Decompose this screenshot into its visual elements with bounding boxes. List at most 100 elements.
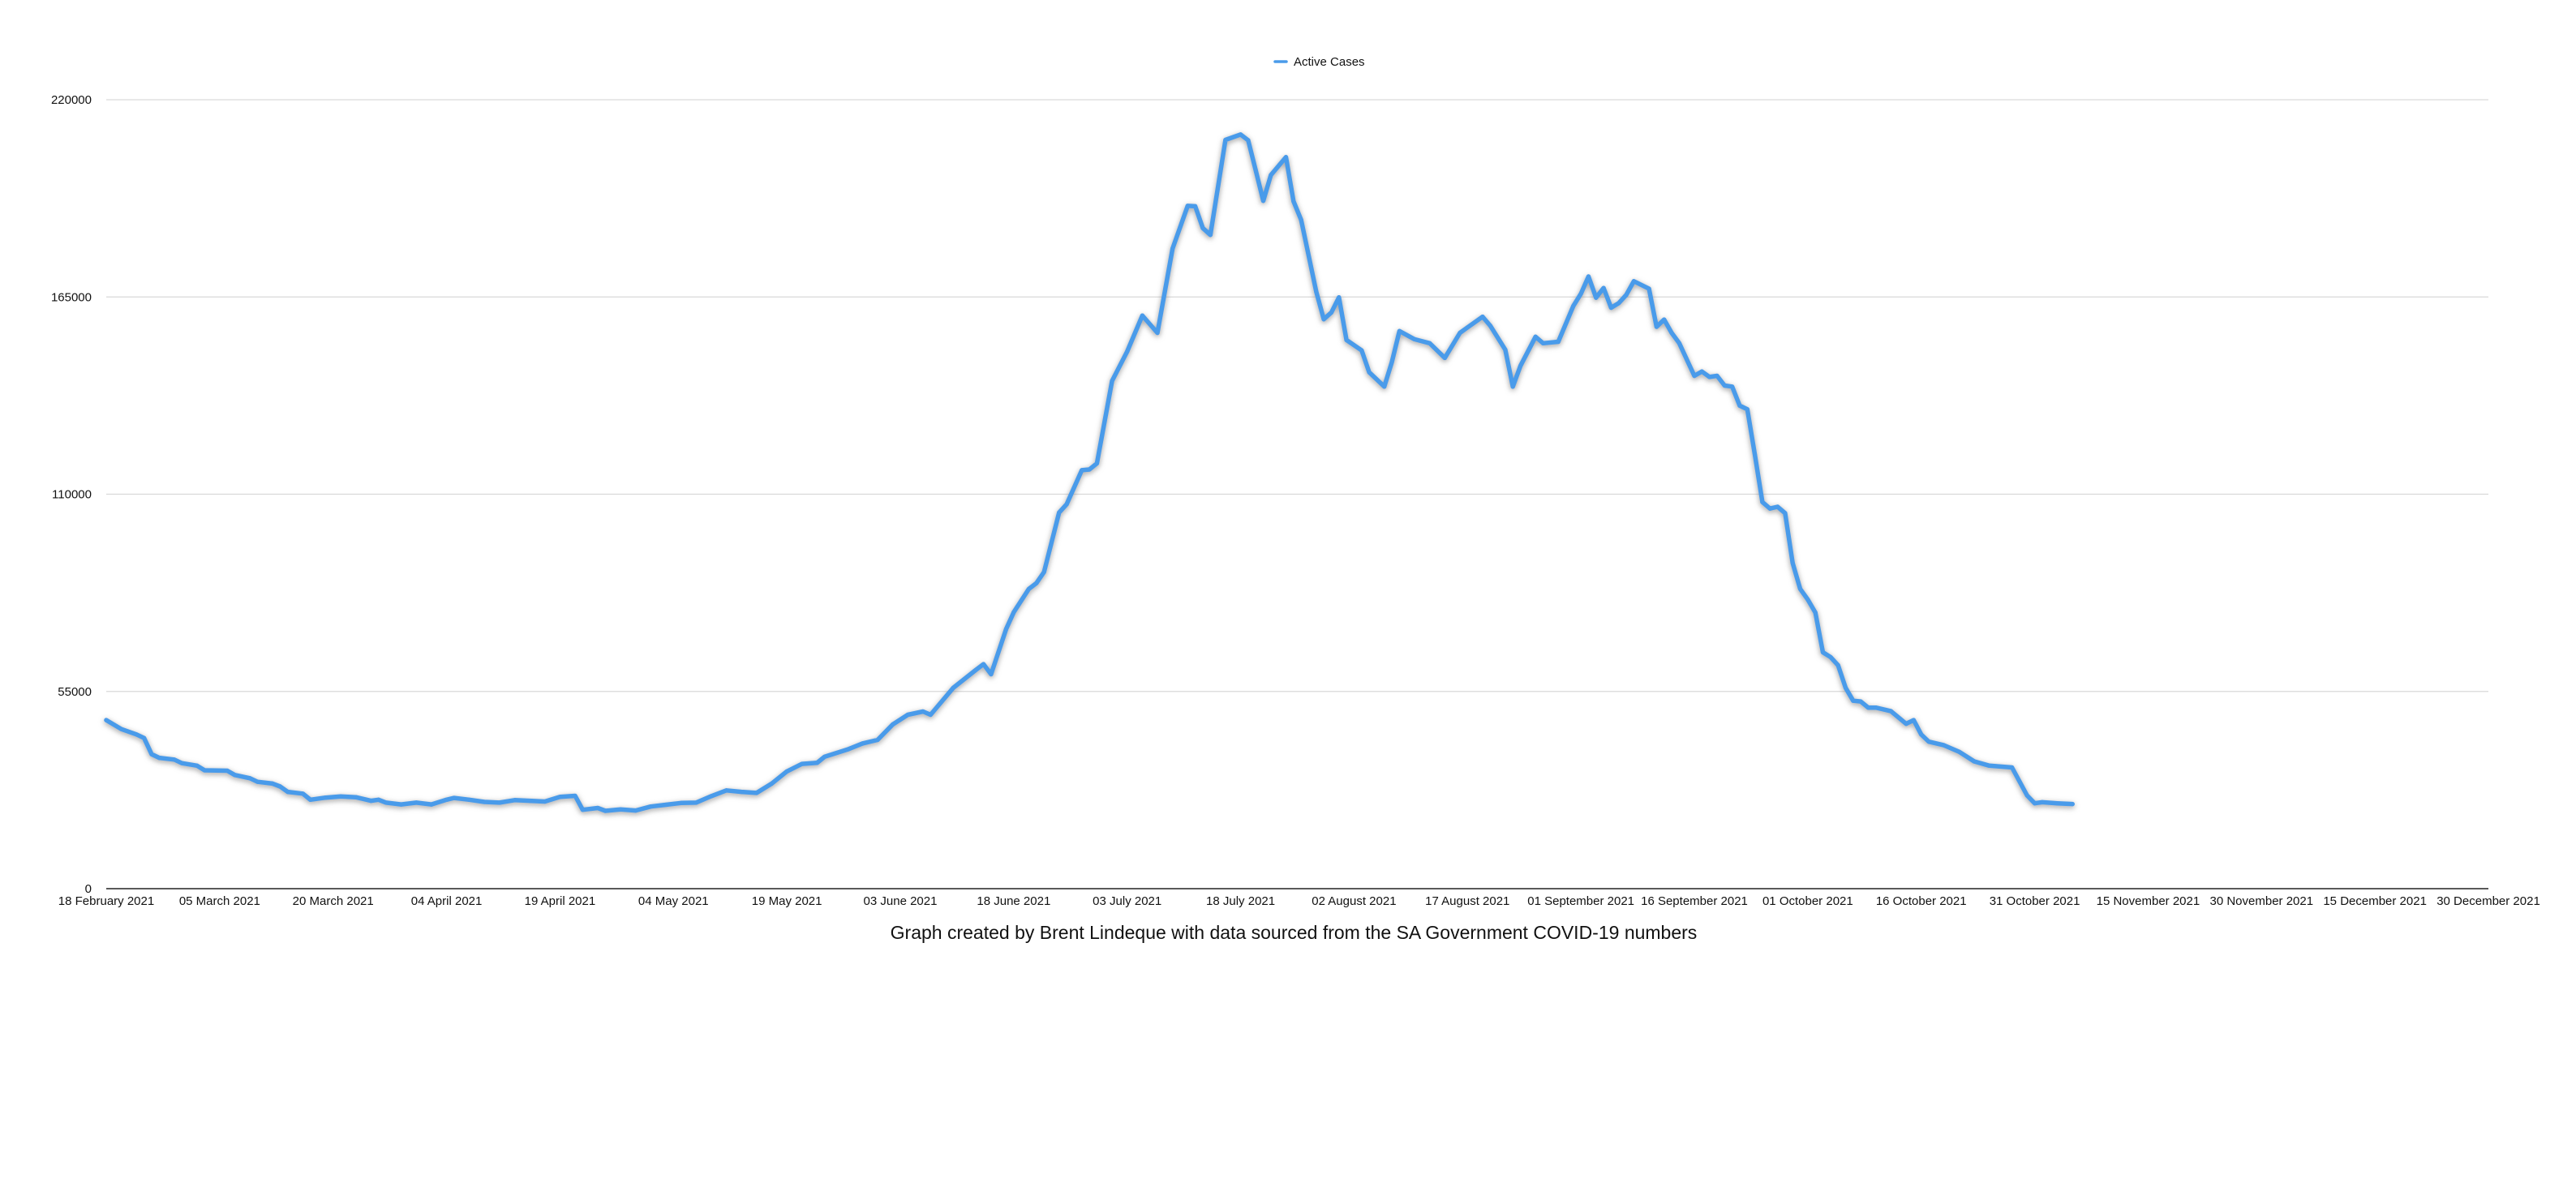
data-point [1601,285,1606,290]
y-tick-label: 110000 [52,488,92,502]
data-point [1011,610,1016,615]
data-point [2070,802,2075,807]
data-point [1458,330,1462,336]
data-point [951,685,955,690]
x-tick-label: 01 October 2021 [1762,894,1853,908]
data-point [557,795,563,799]
data-point [1110,379,1114,384]
data-point [1911,718,1916,722]
data-point [1669,330,1674,336]
data-point [2010,765,2015,770]
data-point [134,732,139,737]
data-point [814,761,820,765]
data-point [989,671,994,677]
x-tick-label: 01 September 2021 [1527,894,1634,908]
x-tick-label: 19 April 2021 [525,894,596,908]
data-point [482,799,487,804]
data-point [202,768,207,773]
data-point [1805,597,1810,602]
data-point [2033,801,2037,806]
data-point [1851,698,1856,703]
data-point [769,781,775,787]
data-point [119,727,124,731]
data-point [1170,246,1175,251]
data-point [595,805,600,811]
data-point [1987,763,1992,768]
data-point [354,795,358,799]
data-point [905,712,910,718]
x-tick-label: 18 July 2021 [1206,894,1275,908]
data-point [142,735,147,740]
data-point [1775,504,1780,509]
data-point [172,757,177,762]
data-point [754,791,759,795]
data-point [300,791,305,796]
data-point [1337,295,1342,300]
data-point [693,800,698,805]
data-point [845,747,850,752]
data-point [1942,743,1947,748]
data-point [368,799,373,804]
data-point [1253,168,1258,173]
data-point [286,790,290,795]
x-tick-label: 05 March 2021 [179,894,260,908]
data-point [543,799,547,804]
data-point [679,800,684,805]
data-point [603,808,608,813]
data-point [618,807,623,812]
data-point [860,741,865,746]
data-point [452,795,457,800]
data-point [338,794,343,799]
data-point [1344,337,1349,342]
data-point [1003,627,1009,632]
data-point [270,781,275,787]
data-point [1760,499,1765,504]
data-point [1594,295,1599,300]
x-tick-label: 19 May 2021 [752,894,822,908]
data-point [1208,233,1213,238]
data-point [1080,468,1084,473]
data-point [1677,341,1681,345]
data-point [1624,293,1629,298]
data-point [444,797,449,802]
data-point [1140,313,1144,318]
data-point [323,795,328,800]
data-point [784,769,789,774]
data-point [1858,699,1863,704]
x-tick-label: 20 March 2021 [293,894,374,908]
data-point [1533,334,1538,339]
data-point [1314,289,1319,294]
data-point [232,773,238,778]
x-tick-label: 15 December 2021 [2323,894,2427,908]
data-point [1835,662,1840,668]
data-point [928,712,933,718]
x-tick-label: 18 February 2021 [58,894,154,908]
data-point [1026,586,1032,591]
x-tick-label: 30 December 2021 [2436,894,2540,908]
data-point [981,662,986,667]
data-point [633,808,638,813]
data-point [1442,355,1447,360]
data-point [1699,369,1704,374]
data-point [1888,709,1893,714]
data-point [1737,403,1742,408]
data-point [512,798,517,803]
data-point [800,761,805,766]
series-line-active-cases [104,132,2075,813]
data-point [1480,315,1485,319]
data-point [724,788,729,793]
data-point [1956,749,1961,754]
data-point [179,761,184,765]
data-point [1865,705,1870,710]
data-point [1556,339,1561,345]
data-point [1329,310,1334,315]
legend-label-active-cases: Active Cases [1294,55,1365,69]
data-point [1428,341,1432,345]
data-point [1578,291,1583,296]
data-point [875,737,880,743]
data-point [1321,317,1326,322]
data-point [580,808,586,812]
data-point [1291,199,1296,204]
data-point [1753,452,1758,457]
